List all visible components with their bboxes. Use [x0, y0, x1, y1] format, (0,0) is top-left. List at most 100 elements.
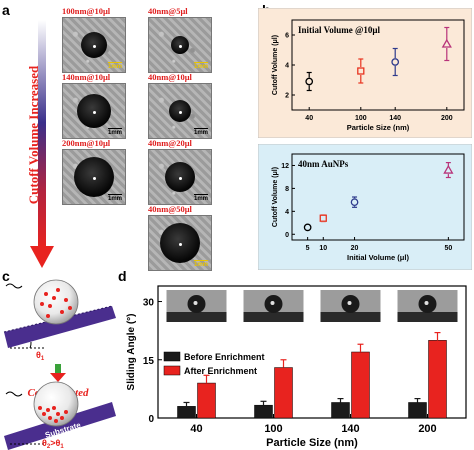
x-tick-label: 40: [305, 115, 313, 122]
scale-bar-label: 1mm: [107, 196, 122, 202]
y-axis-label: Sliding Angle (°): [126, 314, 137, 391]
droplet-photo-highlight: [347, 301, 352, 305]
micrograph: 1mm: [148, 215, 212, 271]
substrate-top: [3, 305, 116, 348]
particles-bottom: [38, 406, 68, 423]
y-tick-label: 0: [148, 414, 154, 425]
micrograph: 1mm: [148, 83, 212, 139]
droplet-photo-substrate: [243, 312, 304, 322]
scale-bar: [194, 259, 208, 261]
x-tick-label: 50: [444, 245, 452, 252]
droplet-photo-substrate: [397, 312, 458, 322]
micrograph-label: 100nm@10μl: [62, 6, 111, 16]
bar-after: [274, 367, 293, 419]
particles-top: [40, 288, 72, 318]
scale-bar-label: 1mm: [193, 262, 208, 268]
x-axis-label: Particle Size (nm): [347, 123, 410, 132]
data-point-square: [357, 67, 365, 75]
data-point-circle: [391, 58, 400, 66]
scale-bar: [108, 127, 122, 129]
scale-bar: [194, 193, 208, 195]
bar-before: [408, 402, 427, 419]
data-point-triangle: [441, 38, 452, 48]
x-axis-label: Particle Size (nm): [266, 437, 358, 449]
x-axis-label: Initial Volume (μl): [347, 253, 409, 262]
y-tick-label: 4: [285, 63, 289, 70]
micrograph: 1mm: [62, 149, 126, 205]
plot-frame: [291, 153, 465, 241]
bar-before: [177, 406, 196, 419]
scale-bar-label: 1mm: [107, 64, 122, 70]
marker-backdrop: [356, 67, 365, 75]
micrograph: 1mm: [62, 17, 126, 73]
x-tick-label: 100: [264, 423, 282, 435]
scale-bar-label: 1mm: [107, 130, 122, 136]
scale-bar-label: 1mm: [193, 196, 208, 202]
cutoff-arrow: [30, 20, 54, 268]
y-tick-label: 6: [285, 33, 289, 40]
micrograph: 1mm: [148, 17, 212, 73]
micrograph-label: 40nm@10μl: [148, 72, 192, 82]
y-tick-label: 2: [285, 93, 289, 100]
marker-backdrop: [319, 214, 328, 223]
cutoff-volume-label: Cutoff Volume Increased: [26, 65, 41, 205]
bar-after: [351, 351, 370, 419]
theta1-label: θ1: [36, 350, 45, 362]
scale-bar: [108, 193, 122, 195]
micrograph-label: 40nm@50μl: [148, 204, 192, 214]
x-tick-label: 140: [389, 115, 401, 122]
panel-letter-c: c: [2, 268, 10, 284]
y-axis-label: Cutoff Volume (μl): [272, 167, 279, 227]
data-point-square: [319, 214, 327, 222]
panel-letter-d: d: [118, 268, 127, 284]
chart-40nm-aunps: 5 10 20 50 0 4 8 12 Initial Volume (μl) Cutoff Vo…: [258, 144, 472, 270]
marker-backdrop: [303, 223, 312, 232]
micrograph-label: 40nm@5μl: [148, 6, 188, 16]
droplet-top: [33, 279, 79, 325]
droplet-center-dot: [93, 111, 96, 114]
droplet-schematic: Substrate θ1 Concentrated Substrate θ2>θ…: [3, 279, 116, 450]
x-tick-label: 10: [319, 245, 327, 252]
scale-bar: [194, 127, 208, 129]
droplet-center-dot: [93, 45, 96, 48]
y-axis-label: Cutoff Volume (μl): [272, 35, 279, 95]
marker-backdrop: [442, 40, 451, 48]
marker-backdrop: [391, 58, 400, 66]
droplet-photo-highlight: [424, 301, 429, 305]
y-tick-label: 8: [285, 186, 289, 193]
y-tick-label: 4: [285, 209, 289, 216]
y-tick-label: 15: [143, 356, 155, 367]
chart-title: Initial Volume @10μl: [298, 25, 380, 35]
theta2-label: θ2>θ1: [42, 438, 64, 450]
angle-arc-top: [29, 341, 32, 349]
marker-backdrop: [444, 166, 453, 175]
x-tick-label: 200: [441, 115, 453, 122]
x-tick-label: 5: [306, 245, 310, 252]
droplet-center-dot: [179, 111, 182, 114]
micrograph: 1mm: [148, 149, 212, 205]
chart-background: [258, 8, 472, 138]
legend-swatch: [163, 351, 181, 362]
droplet-center-dot: [179, 243, 182, 246]
micrograph-label: 200nm@10μl: [62, 138, 111, 148]
x-tick-label: 140: [341, 423, 359, 435]
droplet-photo-highlight: [270, 301, 275, 305]
legend-swatch: [163, 365, 181, 376]
legend-label: Before Enrichment: [184, 352, 265, 362]
droplet-photo-substrate: [166, 312, 227, 322]
marker-backdrop: [305, 77, 314, 86]
bar-before: [254, 404, 273, 419]
chart-initial-volume: 40 100 140 200 2 4 6 Particle Size (nm) Cutoff V…: [258, 8, 472, 138]
panel-letter-a: a: [2, 2, 10, 18]
scale-bar-label: 1mm: [193, 130, 208, 136]
scale-bar-label: 1mm: [193, 64, 208, 70]
droplet-center-dot: [179, 177, 182, 180]
chart-sliding-angle: 0 15 30 Sliding Angle (°) Particle Size (nm)…: [126, 285, 467, 449]
chart-background: [258, 144, 472, 270]
droplet-photo-substrate: [320, 312, 381, 322]
y-tick-label: 30: [143, 298, 155, 309]
droplet-photo-highlight: [193, 301, 198, 305]
motion-mark-top: [5, 283, 23, 289]
droplet-center-dot: [93, 177, 96, 180]
x-tick-label: 20: [351, 245, 359, 252]
